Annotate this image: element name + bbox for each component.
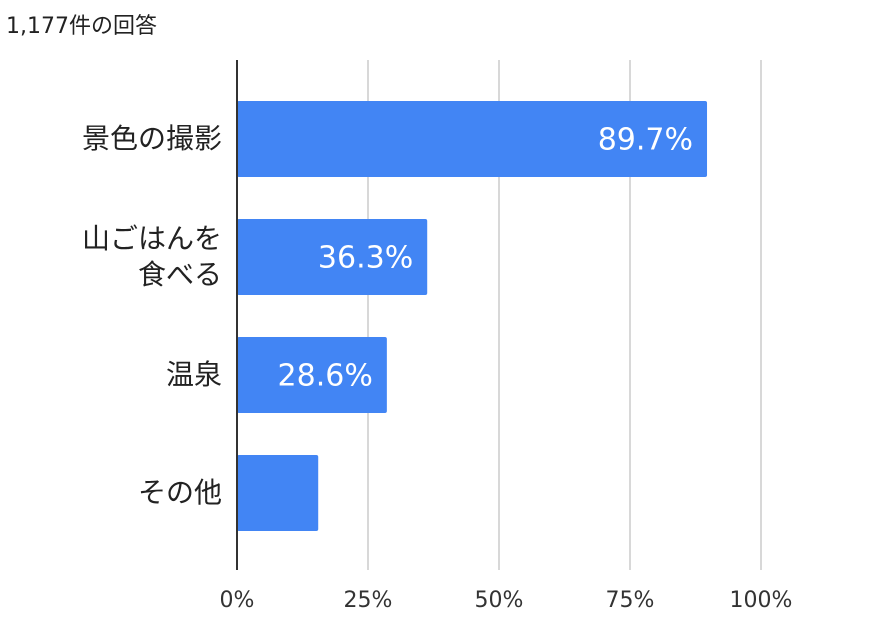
x-tick-label: 0% [220, 588, 255, 613]
bar [237, 455, 319, 531]
value-label: 89.7% [598, 123, 693, 158]
value-label: 36.3% [318, 241, 413, 276]
bar [237, 101, 708, 177]
x-tick-label: 50% [475, 588, 524, 613]
y-tick-label: 景色の撮影 [81, 122, 222, 155]
x-tick-label: 75% [606, 588, 655, 613]
y-tick-label: 温泉 [165, 358, 222, 391]
bar [237, 337, 387, 413]
chart-subtitle: 1,177件の回答 [6, 14, 157, 39]
bar [237, 219, 428, 295]
x-tick-label: 25% [344, 588, 393, 613]
y-tick-label: その他 [137, 476, 222, 509]
y-tick-label: 山ごはんを 食べる [81, 222, 222, 291]
x-tick-label: 100% [730, 588, 793, 613]
value-label: 28.6% [278, 359, 373, 394]
